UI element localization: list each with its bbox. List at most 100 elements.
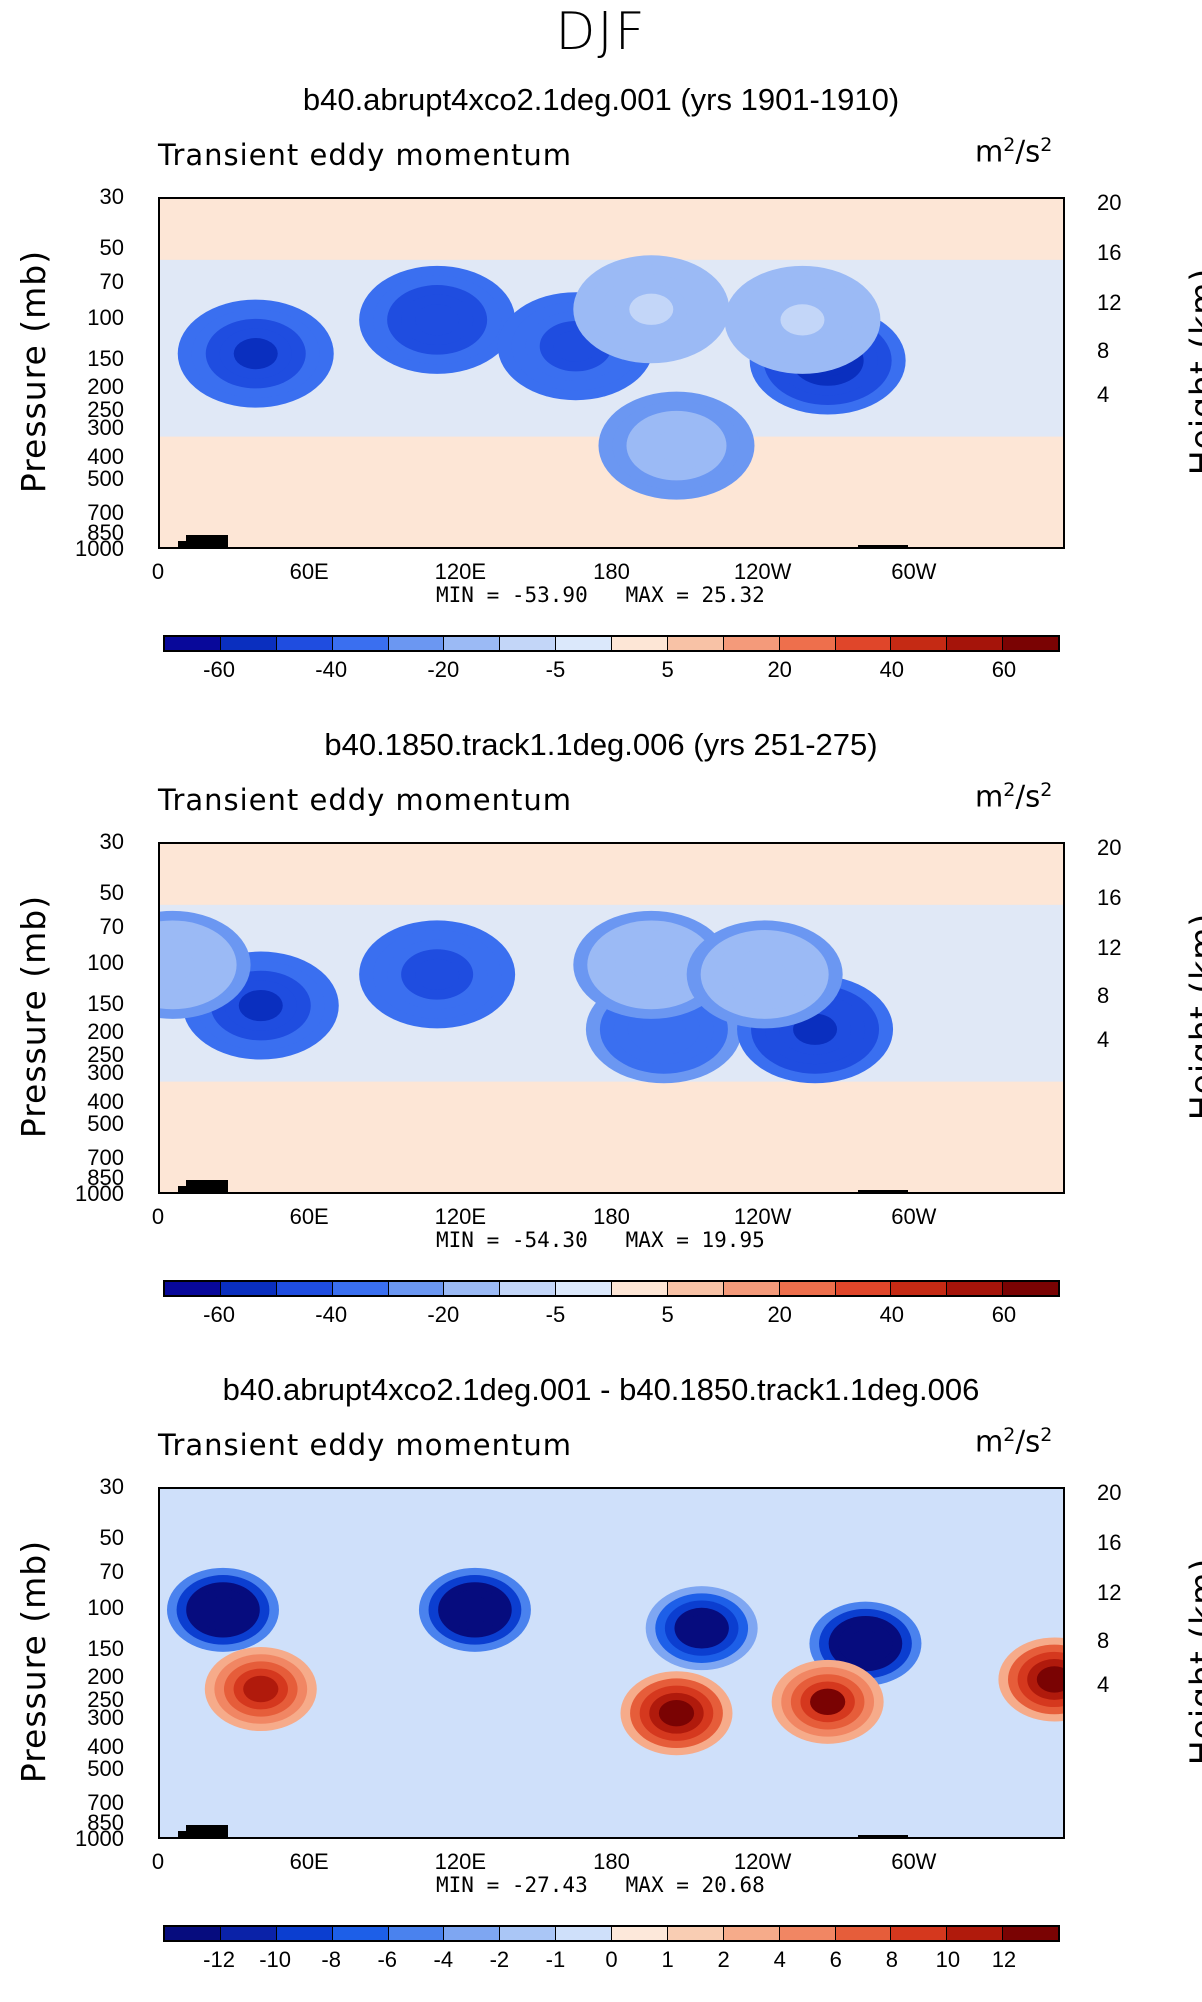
colorbar-swatch [220, 1927, 277, 1940]
contour-region [654, 430, 699, 462]
contour-region [847, 1630, 884, 1657]
colorbar-swatch [500, 1282, 557, 1295]
units-base: m [975, 134, 1004, 169]
max-label: MAX = [625, 1873, 702, 1897]
colorbar-label: -5 [545, 1302, 566, 1327]
height-tick-label: 4 [1097, 1027, 1110, 1052]
colorbar-swatch [947, 1282, 1004, 1295]
pressure-tick-label: 100 [87, 949, 124, 975]
pressure-tick-label: 700 [87, 1790, 124, 1816]
max-label: MAX = [625, 583, 702, 607]
heatmap-svg [160, 199, 1063, 547]
colorbar-swatch [947, 637, 1004, 650]
pressure-tick-label: 30 [99, 829, 124, 854]
colorbar-swatch [612, 1927, 668, 1940]
contour-region [205, 1596, 241, 1624]
pressure-tick-label: 700 [87, 1145, 124, 1171]
min-label: MIN = [436, 1228, 512, 1252]
units-label: m2/s2 [975, 1424, 1052, 1459]
units-exponent: 2 [1003, 134, 1016, 156]
x-tick-label: 60E [289, 559, 329, 584]
colorbar-label: -20 [427, 657, 460, 682]
contour-region [415, 958, 460, 991]
heatmap-svg [160, 844, 1063, 1192]
max-value: 19.95 [701, 1228, 765, 1252]
colorbar-swatch [332, 1282, 389, 1295]
colorbar-label: -2 [489, 1947, 510, 1972]
colorbar-label: 2 [717, 1947, 730, 1972]
pressure-tick-label: 200 [87, 374, 124, 400]
pressure-tick-label: 850 [87, 1809, 124, 1835]
panel-title: b40.abrupt4xco2.1deg.001 - b40.1850.trac… [222, 1372, 980, 1407]
heatmap-plot [158, 842, 1065, 1194]
x-tick-label: 60E [289, 1204, 329, 1229]
figure-panel: b40.abrupt4xco2.1deg.001 - b40.1850.trac… [0, 1352, 1202, 2002]
terrain-mask [858, 1835, 908, 1839]
panel-title: b40.1850.track1.1deg.006 (yrs 251-275) [324, 727, 878, 762]
pressure-tick-label: 250 [87, 1041, 124, 1067]
units-mid: /s [1015, 1424, 1041, 1459]
min-max-readout: MIN = -54.30 MAX = 19.95 [436, 1228, 765, 1252]
height-tick-label: 16 [1097, 885, 1122, 910]
pressure-tick-label: 150 [87, 1635, 124, 1661]
colorbar-label: 12 [991, 1947, 1017, 1972]
pressure-tick-label: 300 [87, 415, 124, 441]
colorbar-label: -8 [321, 1947, 341, 1972]
contour-region [684, 1614, 720, 1642]
pressure-tick-label: 250 [87, 396, 124, 422]
contour-region [457, 1596, 493, 1624]
colorbar-swatch [779, 1927, 836, 1940]
colorbar-label: -6 [377, 1947, 398, 1972]
colorbar-swatch [779, 1282, 836, 1295]
pressure-tick-label: 400 [87, 444, 124, 470]
colorbar-label: -60 [203, 1302, 235, 1327]
colorbar-swatch [779, 637, 836, 650]
colorbar-label: 8 [885, 1947, 898, 1972]
terrain-mask [858, 1190, 908, 1194]
colorbar-swatch [444, 1927, 501, 1940]
x-tick-label: 120E [434, 559, 487, 584]
pressure-tick-label: 150 [87, 345, 124, 371]
colorbar-swatch [947, 1927, 1004, 1940]
pressure-tick-label: 250 [87, 1686, 124, 1712]
terrain-mask [188, 1188, 206, 1194]
colorbar-swatch [667, 1282, 724, 1295]
colorbar-label: 6 [829, 1947, 842, 1972]
x-tick-label: 120E [434, 1204, 487, 1229]
pressure-tick-label: 400 [87, 1089, 124, 1115]
units-mid: /s [1015, 134, 1041, 169]
height-tick-label: 12 [1097, 935, 1122, 960]
pressure-tick-label: 1000 [75, 1826, 124, 1851]
figure-panel: b40.abrupt4xco2.1deg.001 (yrs 1901-1910)… [0, 62, 1202, 712]
colorbar-swatch [276, 637, 333, 650]
pressure-tick-label: 70 [99, 1559, 124, 1585]
units-exponent: 2 [1040, 779, 1053, 801]
x-tick-label: 60W [891, 1849, 937, 1874]
min-max-readout: MIN = -27.43 MAX = 20.68 [436, 1873, 765, 1897]
x-tick-label: 60W [891, 1204, 937, 1229]
height-tick-label: 4 [1097, 382, 1110, 407]
max-value: 25.32 [701, 583, 765, 607]
pressure-tick-label: 200 [87, 1664, 124, 1690]
colorbar-label: -12 [203, 1947, 235, 1972]
height-tick-label: 16 [1097, 1530, 1122, 1555]
colorbar-swatch [891, 1927, 948, 1940]
x-tick-label: 120W [733, 559, 792, 584]
colorbar-label: -40 [315, 657, 348, 682]
y-axis-label-left: Pressure (mb) [14, 894, 54, 1139]
colorbar-swatch [835, 1927, 892, 1940]
colorbar-swatch [500, 637, 557, 650]
pressure-tick-label: 1000 [75, 536, 124, 561]
colorbar-label: 60 [991, 1302, 1017, 1327]
x-tick-label: 120W [733, 1204, 792, 1229]
pressure-tick-label: 30 [99, 184, 124, 209]
units-label: m2/s2 [975, 134, 1052, 169]
main-title: DJF [555, 2, 647, 62]
height-tick-label: 8 [1097, 338, 1110, 363]
x-tick-label: 60E [289, 1849, 329, 1874]
colorbar-label: -1 [545, 1947, 566, 1972]
x-tick-label: 0 [151, 1204, 165, 1229]
pressure-tick-label: 50 [99, 880, 124, 906]
colorbar-label: -4 [433, 1947, 454, 1972]
units-mid: /s [1015, 779, 1041, 814]
